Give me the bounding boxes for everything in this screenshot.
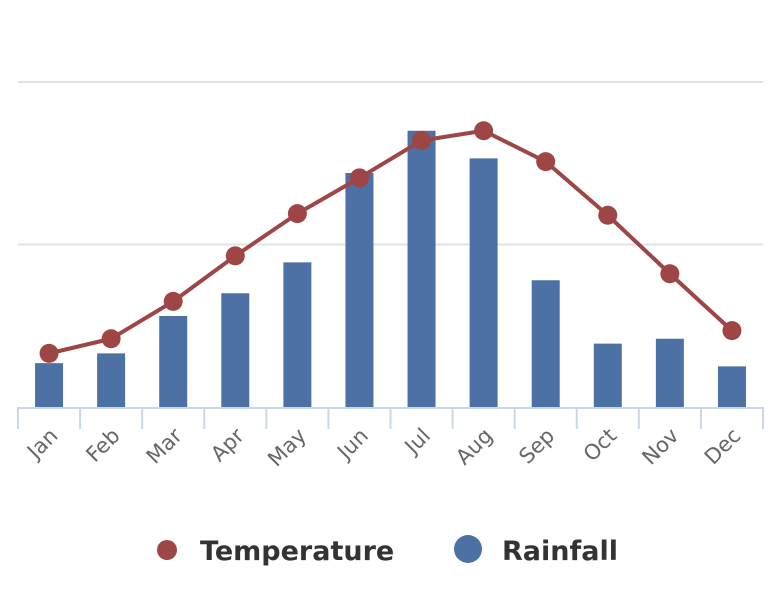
rainfall-bars	[35, 130, 746, 407]
temperature-point-feb	[101, 329, 121, 349]
temperature-point-dec	[722, 321, 742, 341]
temperature-point-jul	[412, 131, 432, 150]
x-tick-label: Dec	[700, 424, 746, 470]
gridlines	[18, 81, 763, 246]
temperature-point-jan	[39, 343, 59, 363]
x-tick-label: Apr	[206, 423, 249, 466]
bar-jun	[345, 173, 374, 407]
bar-jan	[35, 363, 64, 407]
temperature-point-oct	[598, 205, 618, 225]
x-tick-label: May	[263, 424, 311, 472]
temperature-point-nov	[660, 264, 680, 284]
temperature-point-aug	[474, 121, 494, 141]
temperature-point-may	[287, 204, 307, 224]
legend-temperature-label[interactable]: Temperature	[200, 536, 394, 567]
temperature-point-sep	[536, 152, 556, 172]
bar-nov	[655, 338, 684, 407]
temperature-point-mar	[163, 291, 183, 311]
x-tick-label: Aug	[451, 424, 497, 470]
bar-may	[283, 262, 312, 407]
x-tick-label: Mar	[142, 423, 187, 468]
legend-rainfall-marker[interactable]	[454, 535, 482, 563]
x-axis: Jan Feb Mar Apr May Jun Jul Aug Sep Oct Nov Dec	[17, 407, 764, 472]
bar-oct	[593, 343, 622, 407]
temperature-path	[48, 128, 734, 356]
temperature-point-apr	[225, 246, 245, 266]
x-tick-label: Jan	[21, 424, 62, 465]
bar-dec	[717, 366, 746, 407]
x-tick-label: Nov	[637, 424, 683, 470]
bar-mar	[159, 316, 188, 407]
legend-temperature-marker[interactable]	[157, 540, 177, 560]
legend: Temperature Rainfall	[157, 535, 618, 567]
bar-feb	[97, 353, 126, 407]
x-tick-label: Oct	[579, 424, 622, 467]
x-tick-label: Feb	[81, 424, 124, 467]
legend-rainfall-label[interactable]: Rainfall	[502, 536, 618, 567]
x-tick-label: Jun	[331, 424, 373, 466]
bar-aug	[469, 158, 498, 407]
x-tick-label: Sep	[514, 424, 559, 469]
temperature-point-jun	[349, 168, 369, 188]
bar-sep	[531, 280, 560, 407]
temperature-line	[39, 121, 742, 363]
x-tick-label: Jul	[399, 424, 435, 460]
bar-apr	[221, 293, 250, 407]
bar-jul	[407, 130, 436, 407]
